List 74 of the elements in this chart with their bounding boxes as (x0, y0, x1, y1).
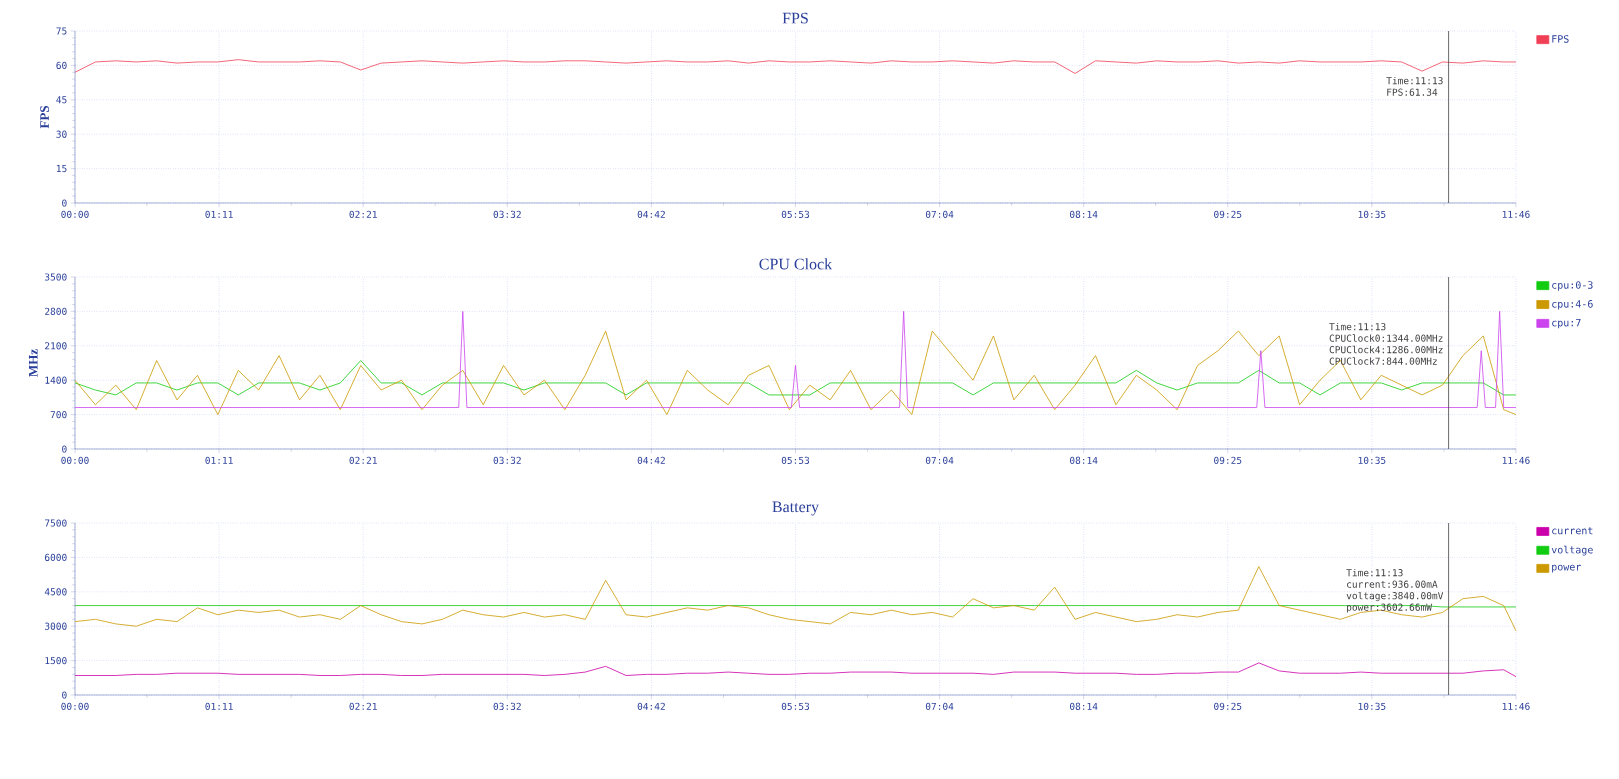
x-tick-label: 08:14 (1069, 702, 1098, 710)
x-tick-label: 07:04 (925, 210, 954, 218)
y-tick-label: 45 (56, 96, 67, 104)
x-tick-label: 07:04 (925, 456, 954, 464)
y-tick-label: 7500 (44, 519, 67, 527)
y-tick-label: 75 (56, 27, 67, 35)
x-tick-label: 01:11 (205, 702, 233, 710)
y-tick-label: 6000 (44, 553, 67, 562)
y-tick-label: 15 (56, 165, 67, 173)
annotation: power:3602.66mW (1347, 603, 1432, 613)
x-tick-label: 11:46 (1502, 702, 1530, 710)
annotation: Time:11:13 (1329, 322, 1386, 331)
x-tick-label: 10:35 (1358, 456, 1386, 464)
x-tick-label: 03:32 (493, 210, 521, 218)
y-tick-label: 3500 (44, 273, 67, 281)
annotation: Time:11:13 (1386, 76, 1443, 85)
x-tick-label: 00:00 (61, 702, 89, 710)
annotation: CPUClock4:1286.00MHz (1329, 345, 1443, 354)
legend-label: power (1552, 564, 1581, 573)
chart-title: FPS (782, 12, 808, 24)
x-tick-label: 09:25 (1214, 702, 1242, 710)
x-tick-label: 02:21 (349, 210, 377, 218)
annotation: voltage:3840.00mV (1346, 591, 1444, 602)
y-tick-label: 30 (56, 130, 67, 138)
x-tick-label: 04:42 (637, 210, 665, 218)
line-series (74, 310, 1517, 408)
x-tick-label: 02:21 (349, 702, 377, 710)
chart-title: Battery (772, 501, 819, 516)
annotation: CPUClock7:844.00MHz (1329, 357, 1437, 365)
x-tick-label: 07:04 (925, 702, 954, 710)
y-tick-label: 1400 (45, 376, 67, 384)
x-tick-label: 05:53 (781, 456, 810, 464)
legend-label: voltage (1551, 545, 1593, 556)
y-tick-label: 60 (56, 61, 67, 69)
legend-label: cpu:4-6 (1552, 300, 1593, 310)
y-tick-label: 2800 (45, 307, 67, 315)
y-axis-title: FPS (40, 106, 49, 129)
x-tick-label: 02:21 (349, 456, 377, 464)
legend-label: FPS (1552, 35, 1569, 43)
x-tick-label: 03:32 (493, 456, 521, 464)
y-tick-label: 1500 (45, 657, 67, 665)
x-tick-label: 04:42 (637, 702, 665, 710)
annotation: CPUClock0:1344.00MHz (1329, 334, 1443, 342)
y-tick-label: 0 (62, 445, 67, 453)
legend-label: cpu:7 (1552, 318, 1581, 329)
x-tick-label: 01:11 (205, 210, 233, 218)
x-tick-label: 04:42 (637, 456, 665, 464)
x-tick-label: 10:35 (1358, 702, 1386, 710)
x-tick-label: 09:25 (1214, 456, 1242, 464)
chart-title: CPU Clock (759, 258, 833, 270)
x-tick-label: 00:00 (61, 210, 89, 218)
x-tick-label: 05:53 (781, 702, 810, 710)
x-tick-label: 09:25 (1214, 210, 1242, 218)
x-tick-label: 05:53 (781, 210, 810, 218)
annotation: current:936.00mA (1347, 580, 1438, 588)
y-tick-label: 0 (62, 199, 67, 207)
legend-label: current (1552, 527, 1593, 535)
y-tick-label: 3000 (44, 622, 67, 630)
x-tick-label: 11:46 (1502, 456, 1530, 464)
x-tick-label: 08:14 (1069, 210, 1098, 218)
x-tick-label: 03:32 (493, 702, 521, 710)
x-tick-label: 11:46 (1502, 210, 1530, 218)
y-tick-label: 2100 (45, 342, 67, 350)
x-tick-label: 01:11 (205, 456, 233, 464)
y-axis-title: MHz (28, 349, 38, 377)
legend-label: cpu:0-3 (1552, 281, 1593, 291)
annotation: FPS:61.34 (1387, 88, 1438, 96)
x-tick-label: 08:14 (1069, 456, 1098, 464)
y-tick-label: 4500 (44, 588, 67, 596)
annotation: Time:11:13 (1346, 568, 1403, 577)
x-tick-label: 10:35 (1358, 210, 1386, 218)
x-tick-label: 00:00 (61, 456, 89, 464)
y-tick-label: 700 (50, 411, 67, 419)
y-tick-label: 0 (62, 691, 67, 699)
